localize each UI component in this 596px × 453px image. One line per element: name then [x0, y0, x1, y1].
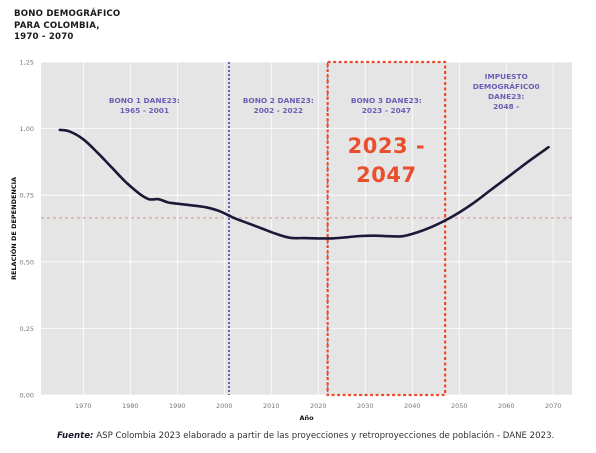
period-label: BONO 1 DANE23:	[109, 96, 180, 105]
x-tick-label: 2040	[404, 402, 421, 410]
highlight-label: 2023 -	[348, 134, 425, 158]
plot-area	[41, 62, 572, 395]
highlight-label: 2047	[356, 163, 416, 187]
x-tick-label: 2010	[263, 402, 280, 410]
x-tick-label: 2060	[498, 402, 515, 410]
x-tick-label: 1980	[122, 402, 139, 410]
period-label: BONO 3 DANE23:	[351, 96, 422, 105]
source-text: ASP Colombia 2023 elaborado a partir de …	[96, 431, 555, 441]
y-tick-label: 0,50	[20, 258, 34, 266]
title-line-1: BONO DEMOGRÁFICO	[14, 9, 121, 19]
x-tick-label: 2030	[357, 402, 374, 410]
title-line-2: PARA COLOMBIA,	[14, 20, 100, 31]
x-tick-label: 2000	[216, 402, 233, 410]
x-tick-label: 2050	[451, 402, 468, 410]
highlight-box	[326, 60, 447, 397]
period-label: 2023 - 2047	[362, 106, 411, 115]
period-label: DEMOGRÁFICO0	[473, 82, 540, 91]
y-tick-label: 0,75	[20, 192, 34, 200]
period-label: 2002 - 2022	[254, 106, 303, 115]
period-label: BONO 2 DANE23:	[243, 96, 314, 105]
x-tick-label: 2020	[310, 402, 327, 410]
x-tick-label: 1970	[75, 402, 92, 410]
source-label: Fuente:	[57, 431, 94, 441]
y-tick-label: 1,00	[20, 125, 34, 133]
period-label: IMPUESTO	[485, 72, 528, 81]
x-tick-label: 1990	[169, 402, 186, 410]
period-label: DANE23:	[488, 92, 524, 101]
title-line-3: 1970 - 2070	[14, 32, 74, 42]
y-axis-label: RELACIÓN DE DEPENDENCIA	[9, 177, 18, 280]
source-note: Fuente: ASP Colombia 2023 elaborado a pa…	[57, 431, 554, 441]
y-tick-label: 0,00	[20, 392, 34, 400]
dependency-ratio-line	[58, 128, 550, 240]
x-tick-label: 2070	[545, 402, 562, 410]
chart-title: BONO DEMOGRÁFICO PARA COLOMBIA, 1970 - 2…	[14, 9, 120, 44]
period-label: 2048 -	[493, 102, 519, 111]
y-tick-label: 1,25	[20, 59, 34, 67]
y-tick-label: 0,25	[20, 325, 34, 333]
x-axis-label: Año	[299, 414, 314, 422]
period-label: 1965 - 2001	[120, 106, 169, 115]
